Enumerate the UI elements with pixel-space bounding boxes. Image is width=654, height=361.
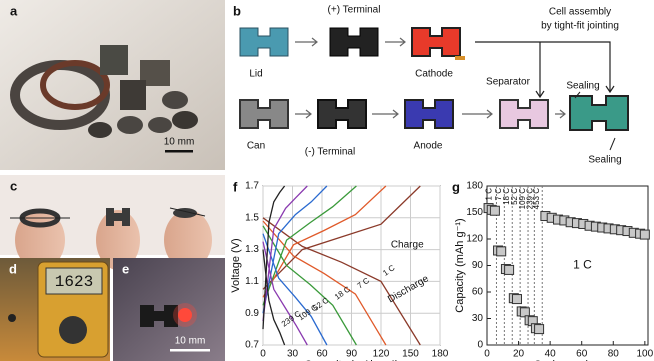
- panel-label: b: [233, 3, 241, 18]
- marker: [535, 325, 544, 334]
- panel-label: e: [122, 261, 129, 276]
- y-tick-label: 60: [472, 287, 484, 298]
- display-reading: 1623: [55, 273, 93, 291]
- y-axis-label: Voltage (V): [230, 238, 242, 292]
- x-tick-label: 0: [484, 349, 490, 360]
- y-tick-label: 150: [466, 207, 483, 218]
- panel-label: d: [9, 261, 17, 276]
- rate-label: 1 C: [485, 188, 494, 201]
- y-tick-label: 1.7: [245, 181, 259, 192]
- text: Anode: [414, 141, 443, 152]
- text: (+) Terminal: [328, 5, 381, 16]
- text: Lid: [249, 69, 262, 80]
- x-tick-label: 150: [402, 349, 419, 360]
- figure: a 10 mm b Lid (+) Terminal Cathode Cell …: [0, 0, 654, 361]
- rate-label: 1 C: [573, 258, 592, 272]
- marker: [497, 247, 506, 256]
- y-tick-label: 1.3: [245, 244, 259, 255]
- y-tick-label: 90: [472, 260, 484, 271]
- y-tick-label: 120: [466, 234, 483, 245]
- x-tick-label: 30: [287, 349, 299, 360]
- y-tick-label: 0.9: [245, 308, 259, 319]
- y-tick-label: 1.5: [245, 212, 259, 223]
- y-axis-label: Capacity (mAh g⁻¹): [454, 218, 466, 312]
- y-tick-label: 0: [477, 340, 483, 351]
- text: Separator: [486, 77, 531, 88]
- x-tick-label: 180: [432, 349, 449, 360]
- text: Can: [247, 141, 265, 152]
- text: (-) Terminal: [305, 147, 355, 158]
- x-tick-label: 80: [608, 349, 620, 360]
- scale-label: 10 mm: [175, 336, 206, 347]
- text: Cathode: [415, 69, 453, 80]
- y-tick-label: 180: [466, 181, 483, 192]
- panel-label: a: [10, 3, 18, 18]
- marker: [512, 295, 521, 304]
- text: by tight-fit jointing: [541, 21, 619, 32]
- text: Sealing: [566, 81, 599, 92]
- text: Cell assembly: [549, 7, 611, 18]
- scale-label: 10 mm: [164, 137, 195, 148]
- panel-label: f: [233, 179, 238, 194]
- annotation: Charge: [391, 239, 424, 250]
- x-tick-label: 0: [260, 349, 266, 360]
- y-tick-label: 1.1: [245, 276, 259, 287]
- photo-e: [113, 258, 225, 361]
- text: Sealing: [588, 155, 621, 166]
- marker: [505, 265, 514, 274]
- y-tick-label: 30: [472, 313, 484, 324]
- panel-label: c: [10, 178, 17, 193]
- photo-c: [0, 175, 225, 270]
- marker: [490, 206, 499, 215]
- x-tick-label: 20: [513, 349, 525, 360]
- marker: [640, 230, 649, 239]
- rate-label: 453 C: [532, 188, 541, 210]
- y-tick-label: 0.7: [245, 340, 259, 351]
- x-tick-label: 100: [636, 349, 653, 360]
- panel-label: g: [452, 179, 460, 194]
